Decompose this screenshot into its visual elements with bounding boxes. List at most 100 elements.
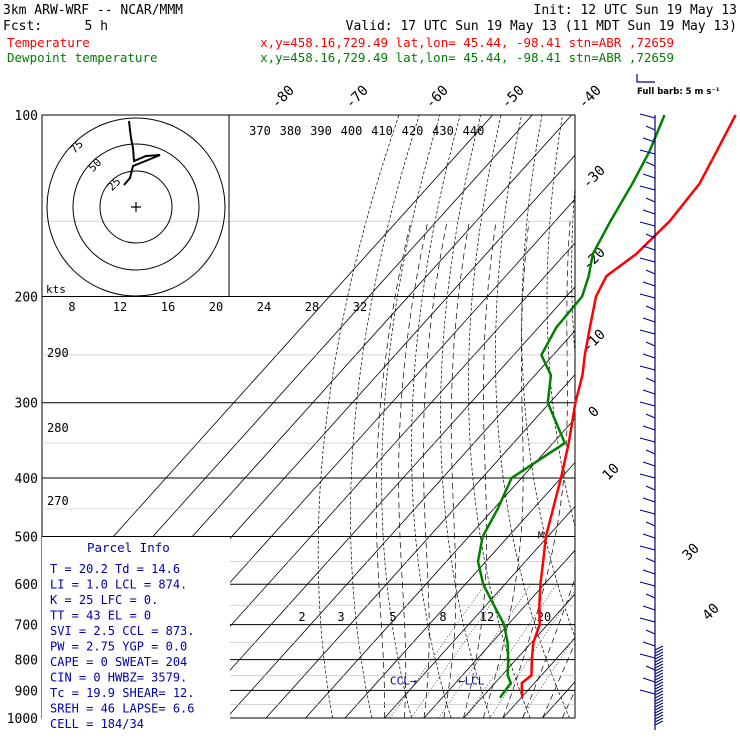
- mixing-ratio-label: 8: [68, 300, 75, 314]
- dry-adiabat-label: 290: [47, 346, 69, 360]
- wind-barb: [645, 557, 656, 563]
- isotherm-label: -60: [423, 83, 452, 112]
- wind-barb: [645, 485, 656, 491]
- isotherm-line: [265, 374, 575, 718]
- isotherm-label: -10: [580, 327, 609, 356]
- dewpoint-profile: [476, 114, 666, 699]
- wind-barb: [654, 681, 664, 687]
- dry-adiabat-line: [685, 115, 740, 718]
- wind-barb: [654, 684, 664, 690]
- hodograph-origin: [131, 202, 141, 212]
- moist-adiabat-line: [522, 576, 575, 718]
- wind-barb-column: [636, 74, 664, 730]
- theta-label: 400: [341, 124, 363, 138]
- wind-barb: [642, 281, 656, 287]
- mixing-ratio-label: 3: [337, 610, 344, 624]
- wind-barb: [654, 654, 664, 660]
- parcel-info-row: TT = 43 EL = 0: [50, 609, 151, 623]
- pressure-tick-label: 500: [15, 530, 38, 545]
- dry-adiabat-line: [350, 115, 420, 718]
- dry-adiabat-line: [468, 115, 531, 718]
- mixing-ratio-label: 24: [257, 300, 271, 314]
- dry-adiabat-line: [726, 115, 740, 718]
- init-time: Init: 12 UTC Sun 19 May 13: [534, 3, 738, 18]
- isotherm-line: [384, 505, 575, 718]
- wind-barb: [639, 401, 656, 407]
- isotherm-line: [226, 330, 575, 718]
- wind-barb: [645, 377, 656, 383]
- mixing-ratio-label: 5: [389, 610, 396, 624]
- hodograph-ring: [72, 143, 200, 271]
- hodograph-trace: [123, 120, 161, 186]
- theta-label: 370: [249, 124, 271, 138]
- wind-barb: [654, 669, 664, 675]
- parcel-info-row: Tc = 19.9 SHEAR= 12.: [50, 686, 195, 700]
- wind-barb: [654, 660, 664, 666]
- theta-label: 430: [432, 124, 454, 138]
- isotherm-line: [305, 417, 575, 718]
- wind-barb: [642, 605, 656, 611]
- temperature-legend-label: Temperature: [7, 35, 90, 50]
- isotherm-line: [463, 593, 575, 718]
- wind-barb: [654, 714, 664, 720]
- wind-barb: [654, 675, 664, 681]
- wind-barb: [645, 269, 656, 275]
- parcel-info-row: LI = 1.0 LCL = 874.: [50, 578, 187, 592]
- theta-label: 380: [280, 124, 302, 138]
- isotherm-label: 40: [700, 601, 723, 624]
- parcel-info-rows: T = 20.2 Td = 14.6 LI = 1.0 LCL = 874.K =…: [50, 562, 195, 731]
- isotherm-label: -80: [269, 83, 298, 112]
- full-barb-legend: Full barb: 5 m s⁻¹: [637, 87, 720, 97]
- isotherm-label: -70: [343, 83, 372, 112]
- moist-adiabat-line: [423, 221, 448, 718]
- wind-barb: [654, 648, 664, 654]
- moist-adiabat-line: [375, 221, 412, 718]
- wind-barb: [642, 317, 656, 323]
- pressure-tick-label: 100: [15, 109, 38, 124]
- parcel-info-row: CIN = 0 HWBZ= 3579.: [50, 671, 187, 685]
- lcl-marker: ←LCL: [458, 675, 485, 688]
- wind-barb: [645, 341, 656, 347]
- parcel-info-row: SREH = 46 LAPSE= 6.6: [50, 702, 195, 716]
- wind-barb: [639, 329, 656, 335]
- wind-barb: [654, 645, 664, 651]
- wind-barb: [639, 617, 656, 623]
- wind-barb: [654, 711, 664, 717]
- wind-barb: [642, 533, 656, 539]
- moist-adiabat-line: [561, 689, 575, 718]
- dry-adiabat-line: [596, 115, 728, 718]
- parcel-info-row: CAPE = 0 SWEAT= 204: [50, 655, 187, 669]
- mixing-ratio-label: 8: [439, 610, 446, 624]
- isotherm-line: [42, 115, 493, 617]
- wind-barb: [639, 437, 656, 443]
- wind-barb: [639, 185, 656, 191]
- isotherm-line: [344, 461, 575, 718]
- wind-barb: [642, 137, 656, 143]
- wind-barb: [654, 663, 664, 669]
- pressure-tick-label: 800: [15, 654, 38, 669]
- wind-barb: [645, 413, 656, 419]
- mixing-ratio-line: [465, 584, 557, 718]
- wind-barb: [654, 717, 664, 723]
- full-barb-legend-glyph: [636, 74, 655, 83]
- wind-barb: [642, 497, 656, 503]
- moist-adiabat-line: [463, 221, 497, 718]
- forecast-label: Fcst:: [3, 19, 42, 34]
- wind-barb: [639, 653, 656, 659]
- wind-barb: [642, 173, 656, 179]
- wind-barb: [654, 699, 664, 705]
- wind-barb: [642, 245, 656, 251]
- wind-barb: [639, 149, 656, 155]
- wind-barb: [645, 197, 656, 203]
- model-title: 3km ARW-WRF -- NCAR/MMM: [3, 3, 183, 18]
- wind-barb: [654, 687, 664, 693]
- wind-barb: [654, 690, 664, 696]
- wind-barb: [654, 672, 664, 678]
- hodograph-ring-label: 75: [67, 138, 86, 157]
- mixing-ratio-label: 12: [480, 610, 494, 624]
- parcel-info-row: PW = 2.75 YGP = 0.0: [50, 640, 187, 654]
- wind-barb: [645, 593, 656, 599]
- wind-barb: [645, 521, 656, 527]
